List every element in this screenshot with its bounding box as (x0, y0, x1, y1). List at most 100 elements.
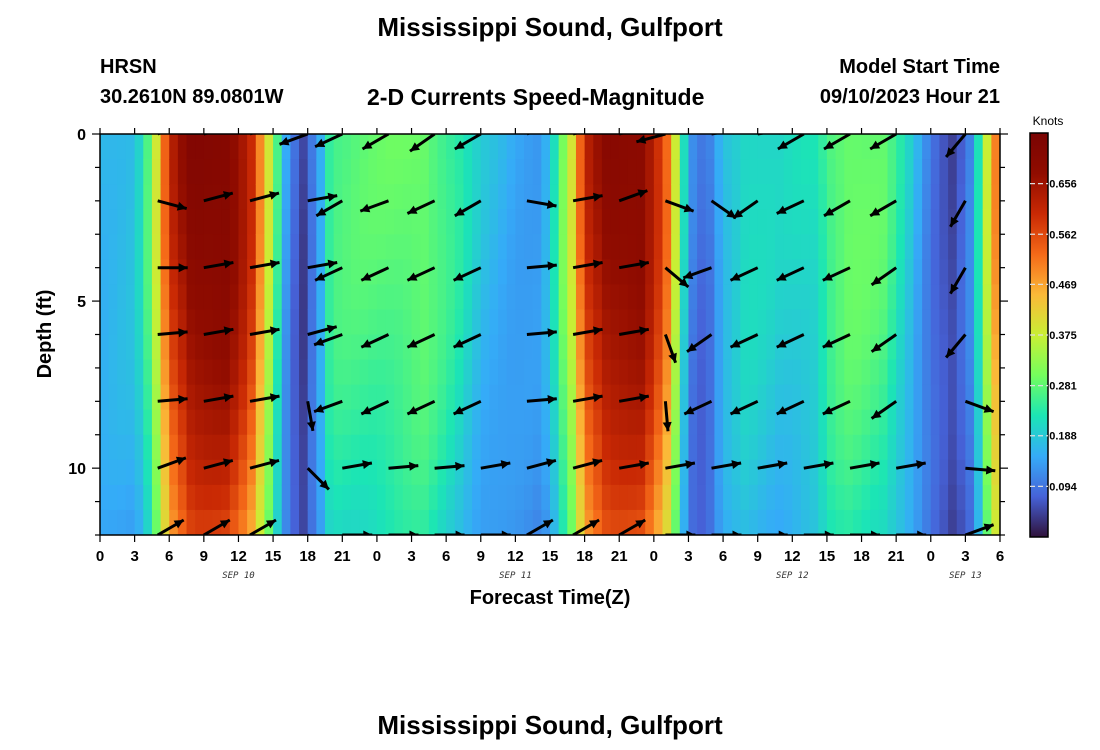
current-vector (757, 460, 788, 470)
x-tick-label: 12 (784, 548, 801, 565)
heatmap-cell (826, 484, 837, 511)
x-axis-label: Forecast Time(Z) (470, 587, 631, 609)
heatmap-cell (195, 259, 205, 286)
heatmap-cell (143, 159, 153, 185)
heatmap-cell (247, 509, 257, 535)
heatmap-cell (229, 409, 240, 436)
heatmap-cell (662, 309, 672, 336)
heatmap-cell (878, 134, 889, 160)
heatmap-cell (428, 359, 439, 386)
heatmap-cell (930, 434, 941, 461)
heatmap-cell (255, 259, 266, 286)
heatmap-cell (671, 459, 681, 486)
current-vector (662, 401, 672, 432)
heatmap-cell (697, 359, 707, 386)
heatmap-cell (212, 134, 222, 160)
heatmap-cell (195, 484, 205, 511)
heatmap-cell (221, 309, 231, 336)
heatmap-cell (463, 484, 473, 511)
heatmap-cell (100, 309, 110, 336)
current-vector (315, 199, 344, 218)
heatmap-cell (731, 134, 742, 160)
colorbar-units: Knots (1033, 114, 1064, 128)
model-start-label: Model Start Time (839, 56, 1000, 78)
heatmap-cell (498, 334, 508, 361)
heatmap-cell (428, 509, 439, 535)
heatmap-cell (472, 309, 482, 336)
heatmap-cell (835, 509, 845, 535)
heatmap-cell (653, 509, 664, 535)
heatmap-cell (428, 484, 439, 511)
heatmap-cell (878, 209, 889, 235)
heatmap-cell (151, 309, 162, 336)
heatmap-cell (749, 309, 759, 336)
heatmap-cell (731, 159, 742, 185)
heatmap-cell (610, 484, 620, 511)
heatmap-cell (714, 234, 724, 261)
heatmap-cell (809, 334, 819, 361)
heatmap-cell (143, 459, 153, 486)
heatmap-cell (575, 159, 586, 185)
heatmap-cell (160, 184, 170, 210)
heatmap-cell (290, 509, 300, 535)
heatmap-cell (368, 359, 378, 386)
heatmap-cell (645, 234, 655, 261)
heatmap-cell (749, 384, 759, 411)
heatmap-cell (731, 409, 742, 436)
heatmap-cell (463, 509, 473, 535)
heatmap-cell (991, 484, 1000, 511)
current-vector (618, 393, 650, 403)
heatmap-cell (550, 234, 560, 261)
heatmap-cell (991, 209, 1000, 235)
heatmap-cell (342, 359, 352, 386)
heatmap-cell (671, 159, 681, 185)
heatmap-cell (221, 359, 231, 386)
heatmap-cell (186, 359, 196, 386)
heatmap-cell (593, 284, 603, 311)
current-vector (388, 530, 419, 535)
heatmap-cell (100, 409, 110, 436)
heatmap-cell (394, 334, 404, 361)
heatmap-cell (143, 359, 153, 386)
heatmap-cell (714, 284, 724, 311)
heatmap-cell (151, 234, 162, 261)
heatmap-cell (783, 459, 793, 486)
heatmap-cell (472, 459, 482, 486)
heatmap-cell (247, 384, 257, 411)
heatmap-cell (809, 359, 819, 386)
heatmap-cell (896, 284, 906, 311)
heatmap-cell (316, 234, 326, 261)
heatmap-cell (195, 134, 205, 160)
heatmap-cell (861, 234, 871, 261)
heatmap-cell (861, 184, 871, 210)
heatmap-cell (913, 509, 923, 535)
heatmap-cell (601, 334, 612, 361)
heatmap-cell (930, 509, 941, 535)
heatmap-cell (896, 234, 906, 261)
heatmap-cell (350, 259, 361, 286)
heatmap-cell (186, 234, 196, 261)
heatmap-cell (411, 409, 421, 436)
heatmap-cell (489, 184, 499, 210)
heatmap-cell (904, 209, 915, 235)
heatmap-cell (792, 359, 802, 386)
heatmap-cell (723, 484, 733, 511)
heatmap-cell (333, 409, 343, 436)
heatmap-cell (532, 359, 543, 386)
heatmap-cell (134, 209, 144, 235)
heatmap-cell (489, 259, 499, 286)
current-vector (307, 324, 338, 336)
heatmap-cell (913, 159, 923, 185)
heatmap-cell (913, 384, 923, 411)
heatmap-cell (610, 409, 620, 436)
heatmap-cell (619, 384, 629, 411)
heatmap-cell (852, 359, 863, 386)
heatmap-cell (593, 159, 603, 185)
heatmap-cell (428, 309, 439, 336)
heatmap-cell (376, 384, 387, 411)
current-vector (964, 523, 995, 535)
heatmap-cell (541, 459, 551, 486)
heatmap-cell (281, 459, 292, 486)
heatmap-cell (679, 159, 690, 185)
heatmap-cell (203, 334, 214, 361)
